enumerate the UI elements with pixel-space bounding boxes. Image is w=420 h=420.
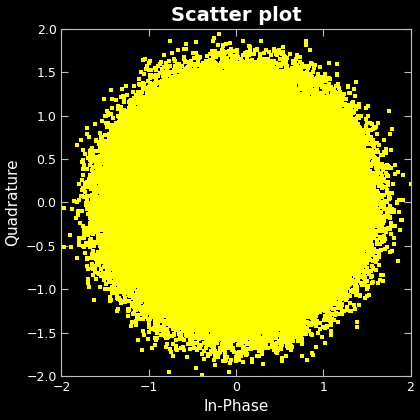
X-axis label: In-Phase: In-Phase xyxy=(203,399,269,415)
Channel 1 xyxy=(133,154,138,159)
Channel 1 xyxy=(128,228,133,233)
Channel 1 xyxy=(339,273,344,278)
Channel 1 xyxy=(216,32,221,37)
Y-axis label: Quadrature: Quadrature xyxy=(5,159,21,246)
Channel 1 xyxy=(200,373,205,378)
Channel 1 xyxy=(162,127,167,132)
Channel 1 xyxy=(289,112,294,117)
Line: Channel 1: Channel 1 xyxy=(61,32,418,378)
Channel 1 xyxy=(304,245,310,250)
Title: Scatter plot: Scatter plot xyxy=(171,5,301,24)
Channel 1 xyxy=(147,284,152,289)
Channel 1 xyxy=(213,160,218,165)
